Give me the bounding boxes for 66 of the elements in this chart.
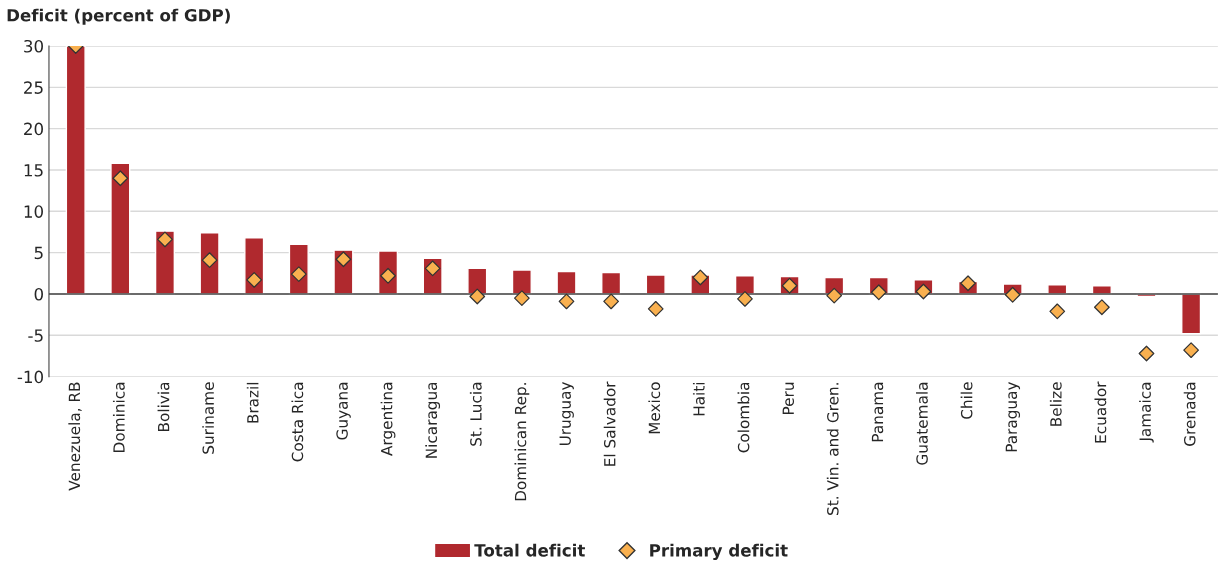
- point: [826, 287, 843, 304]
- y-tick-label: 5: [34, 246, 43, 260]
- x-tick-label: Haiti: [692, 382, 705, 416]
- y-tick-label: 10: [24, 205, 43, 218]
- point: [558, 293, 575, 310]
- bar: [1181, 293, 1202, 335]
- x-tick-label: El Salvador: [603, 381, 616, 466]
- point: [915, 283, 932, 300]
- x-tick-label: Dominican Rep.: [514, 383, 530, 501]
- point: [513, 290, 530, 307]
- point: [647, 300, 664, 317]
- x-tick-label: Chile: [960, 382, 973, 419]
- bar: [65, 46, 86, 295]
- bar: [645, 274, 666, 295]
- x-tick-label: Bolivia: [157, 382, 170, 431]
- point: [469, 288, 486, 305]
- x-tick-label: St. Lucia: [469, 382, 482, 446]
- x-tick-label: Venezuela, RB: [68, 382, 82, 491]
- point: [1049, 303, 1066, 320]
- point: [335, 251, 352, 268]
- y-tick-label: 0: [34, 287, 43, 301]
- x-tick-label: Costa Rica: [291, 382, 304, 462]
- point: [112, 170, 129, 187]
- y-tick-label: -10: [17, 370, 43, 384]
- point: [1093, 299, 1110, 316]
- point: [157, 231, 173, 248]
- point: [603, 293, 620, 310]
- y-tick-label: 25: [24, 81, 43, 94]
- bar: [734, 275, 756, 295]
- point: [870, 284, 887, 301]
- point: [960, 275, 976, 292]
- x-tick-label: Mexico: [648, 382, 661, 434]
- x-tick-label: Grenada: [1183, 382, 1196, 446]
- x-tick-label: Colombia: [737, 382, 750, 453]
- x-tick-label: Paraguay: [1005, 381, 1021, 452]
- bar: [601, 271, 622, 295]
- x-tick-label: Suriname: [202, 382, 215, 454]
- x-tick-label: Guatemala: [916, 382, 928, 465]
- x-tick-label: Uruguay: [559, 381, 574, 446]
- y-tick-label: 30: [24, 39, 43, 53]
- point: [246, 272, 263, 288]
- x-tick-label: Nicaragua: [425, 382, 441, 458]
- x-tick-label: Peru: [782, 382, 795, 415]
- x-tick-label: St. Vin. and Gren.: [826, 383, 839, 515]
- bar: [511, 269, 532, 295]
- y-tick-label: -5: [28, 329, 43, 342]
- x-tick-label: Panama: [871, 382, 884, 442]
- point: [1138, 345, 1155, 362]
- bar: [556, 270, 577, 295]
- point: [692, 269, 709, 286]
- x-tick-label: Ecuador: [1094, 381, 1107, 443]
- point: [1004, 286, 1021, 303]
- y-tick-label: 15: [24, 164, 43, 177]
- x-tick-label: Dominica: [112, 382, 125, 452]
- legend-label: Primary deficit: [650, 543, 788, 560]
- x-tick-label: Argentina: [380, 382, 396, 456]
- x-tick-label: Brazil: [246, 382, 259, 423]
- y-axis-title: Deficit (percent of GDP): [7, 8, 230, 25]
- point: [737, 291, 753, 307]
- legend-label: Total deficit: [474, 543, 585, 557]
- y-tick-label: 20: [24, 122, 43, 136]
- point: [1183, 342, 1200, 359]
- x-tick-label: Guyana: [336, 382, 351, 440]
- x-tick-label: Jamaica: [1139, 382, 1154, 443]
- x-tick-label: Belize: [1049, 382, 1062, 426]
- bar: [110, 162, 131, 295]
